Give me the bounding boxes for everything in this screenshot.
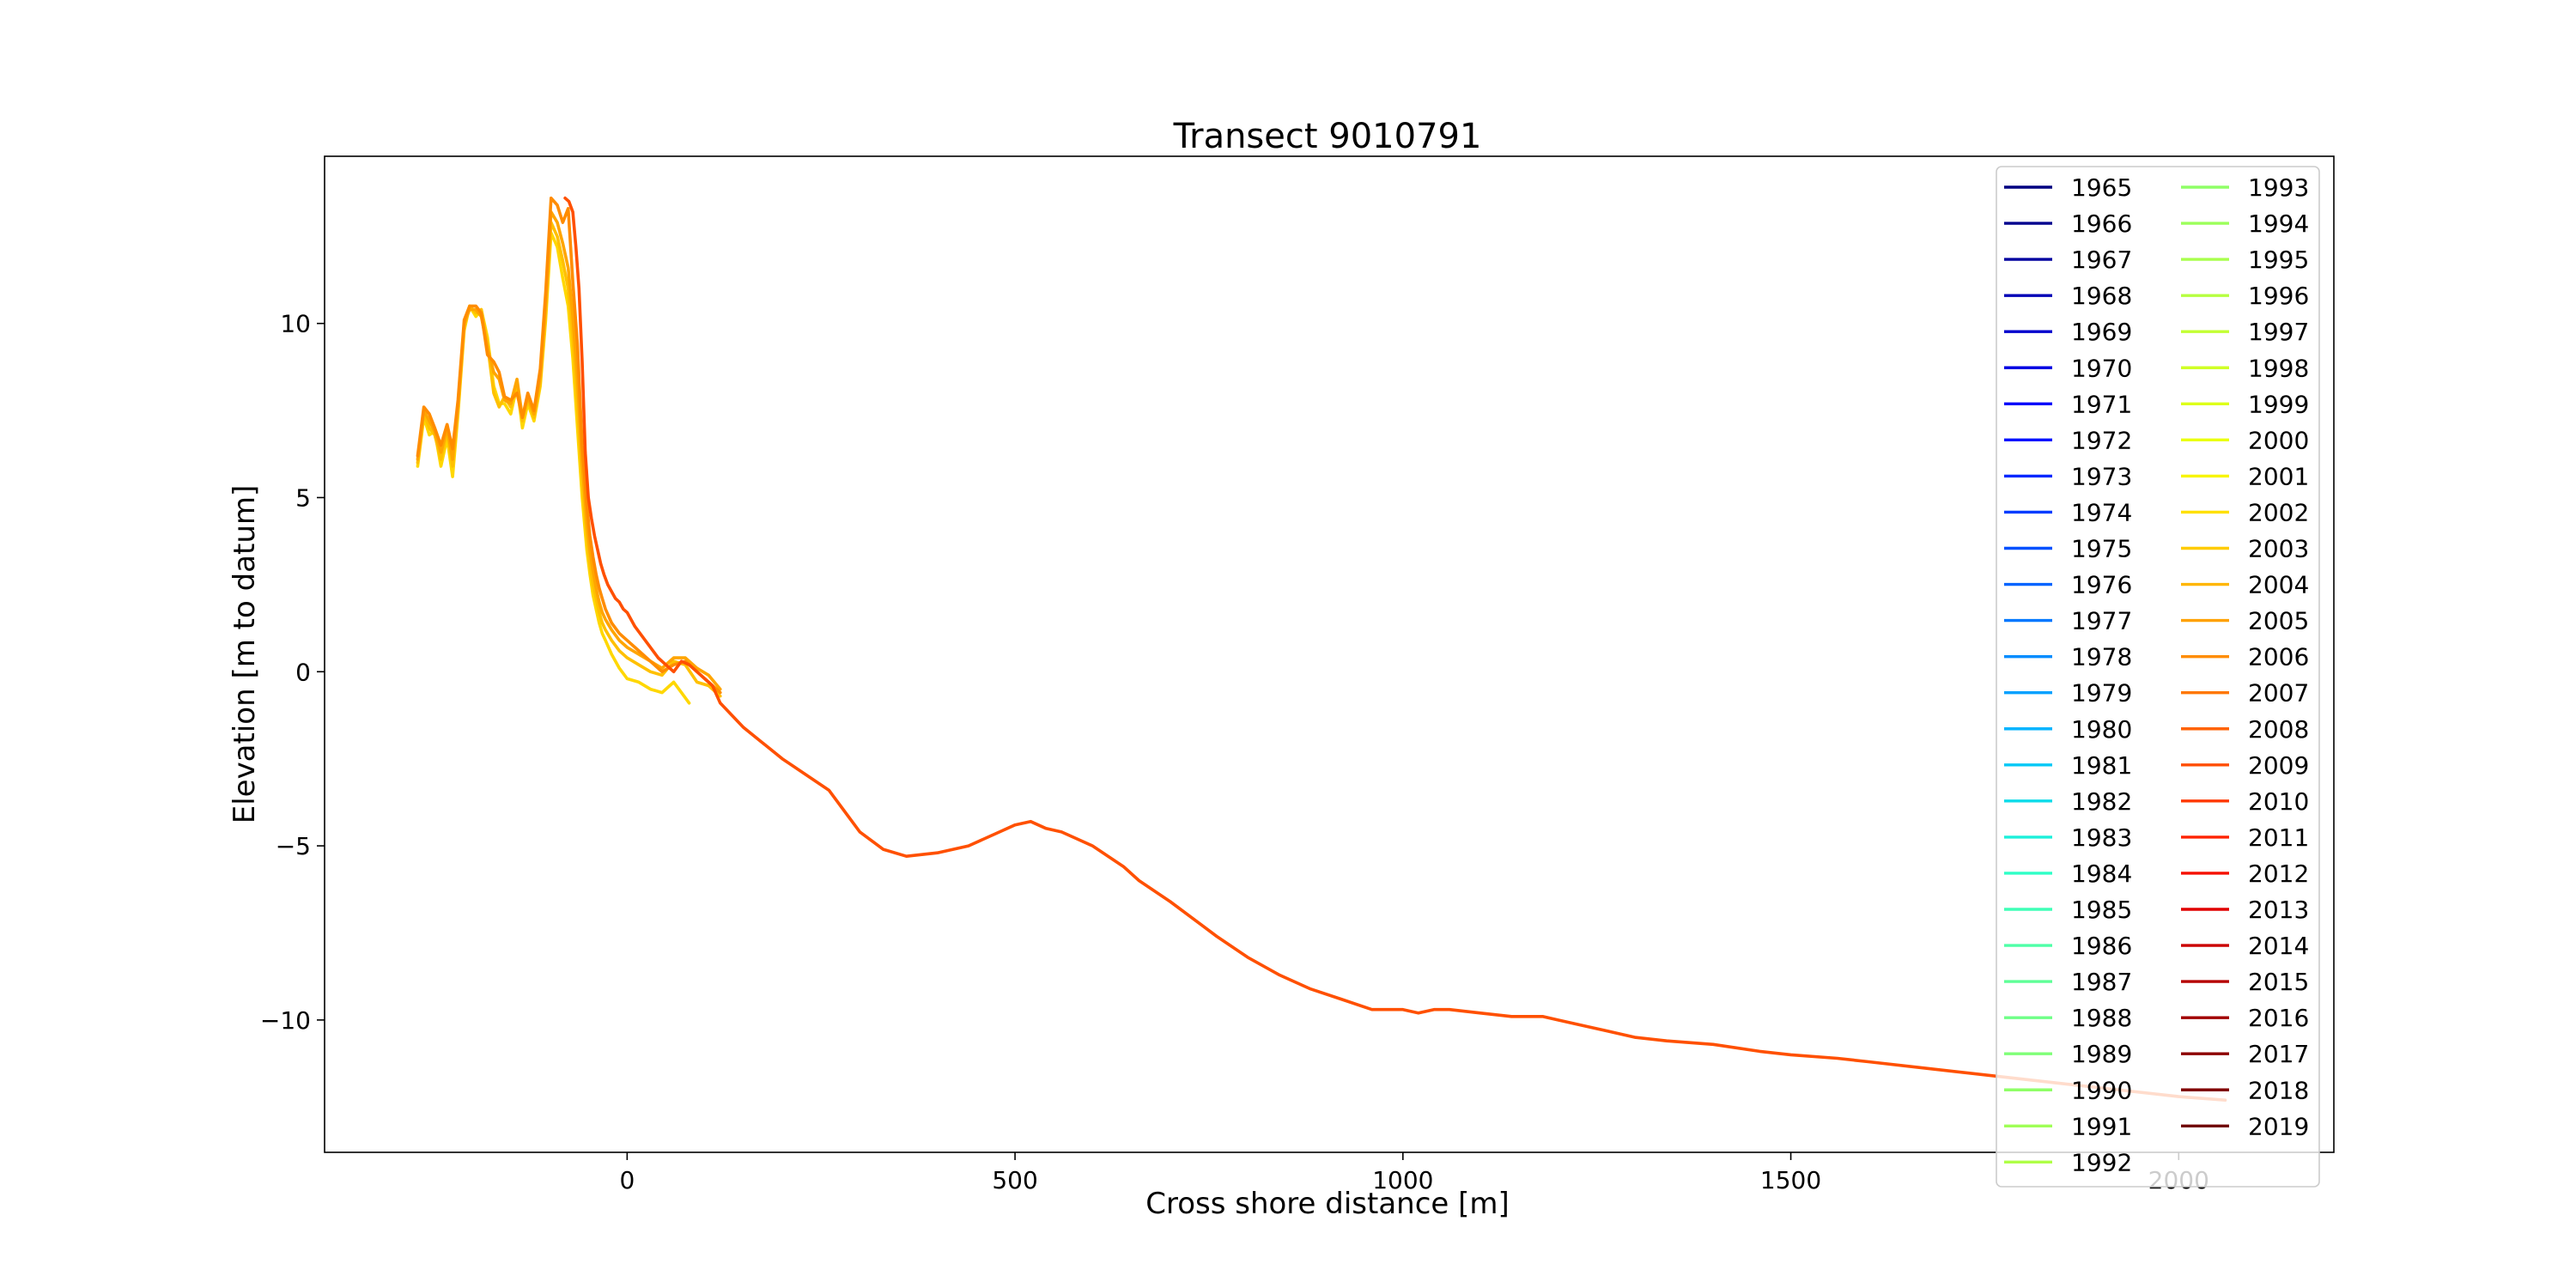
legend-label: 1970	[2071, 354, 2132, 382]
legend-label: 1969	[2071, 318, 2132, 346]
legend-label: 1968	[2071, 282, 2132, 310]
legend-label: 1984	[2071, 860, 2132, 888]
legend-label: 1985	[2071, 896, 2132, 924]
series-line-2	[416, 221, 722, 698]
legend-label: 1975	[2071, 535, 2132, 563]
legend-label: 1977	[2071, 607, 2132, 635]
legend-label: 2018	[2248, 1076, 2309, 1104]
legend-label: 1996	[2248, 282, 2309, 310]
plot-frame	[324, 155, 2335, 1153]
legend-label: 1972	[2071, 426, 2132, 454]
legend-label: 2004	[2248, 571, 2309, 599]
chart-title: Transect 9010791	[1173, 117, 1482, 156]
legend-label: 1993	[2248, 173, 2309, 202]
legend-label: 1976	[2071, 571, 2132, 599]
x-tick-label: 1000	[1372, 1166, 1433, 1194]
y-axis: −10 −5 0 5 10	[260, 310, 325, 1035]
legend-label: 1965	[2071, 173, 2132, 202]
series-line-5	[563, 196, 2227, 1102]
legend-label: 1994	[2248, 210, 2309, 238]
legend-label: 2019	[2248, 1112, 2309, 1140]
legend-label: 1988	[2071, 1004, 2132, 1032]
legend-label: 1998	[2248, 354, 2309, 382]
legend-label: 1973	[2071, 462, 2132, 490]
legend-label: 1997	[2248, 318, 2309, 346]
y-tick-label: −10	[260, 1006, 311, 1035]
legend-label: 1983	[2071, 823, 2132, 852]
legend-entries: 1965 1966 1967 1968 1969 1970 1971 1972 1973 1974…	[2004, 173, 2309, 1176]
legend-label: 2010	[2248, 787, 2309, 816]
x-axis-title: Cross shore distance [m]	[1145, 1187, 1510, 1221]
series-line-3	[416, 210, 722, 691]
legend-label: 2016	[2248, 1004, 2309, 1032]
legend-label: 2013	[2248, 896, 2309, 924]
legend-label: 1995	[2248, 246, 2309, 274]
legend-label: 1982	[2071, 787, 2132, 816]
legend-label: 2007	[2248, 679, 2309, 708]
legend-label: 1979	[2071, 679, 2132, 708]
y-tick-label: 10	[280, 310, 311, 338]
legend-label: 2017	[2248, 1040, 2309, 1068]
legend-label: 1991	[2071, 1112, 2132, 1140]
legend-label: 1974	[2071, 498, 2132, 526]
legend-label: 1990	[2071, 1076, 2132, 1104]
legend-box	[1996, 166, 2320, 1188]
x-tick-label: 500	[992, 1166, 1037, 1194]
series-line-4	[416, 196, 722, 695]
legend-label: 1987	[2071, 968, 2132, 996]
legend-label: 1980	[2071, 715, 2132, 744]
legend-label: 1981	[2071, 751, 2132, 780]
legend-label: 2003	[2248, 535, 2309, 563]
legend-label: 1966	[2071, 210, 2132, 238]
legend-label: 2014	[2248, 932, 2309, 960]
legend-label: 2015	[2248, 968, 2309, 996]
legend-label: 2002	[2248, 498, 2309, 526]
legend-label: 2000	[2248, 426, 2309, 454]
y-tick-label: −5	[276, 832, 311, 860]
legend-label: 1967	[2071, 246, 2132, 274]
legend-label: 2006	[2248, 643, 2309, 671]
plot-area	[324, 155, 2335, 1153]
legend-label: 1971	[2071, 390, 2132, 418]
legend-label: 1986	[2071, 932, 2132, 960]
y-tick-label: 0	[295, 658, 311, 686]
legend-label: 2008	[2248, 715, 2309, 744]
y-tick-label: 5	[295, 483, 311, 512]
legend-label: 2009	[2248, 751, 2309, 780]
legend: 1965 1966 1967 1968 1969 1970 1971 1972 1973 1974…	[1996, 166, 2320, 1188]
series-line-1	[416, 231, 691, 705]
series-layer	[416, 196, 2227, 1102]
legend-label: 2001	[2248, 462, 2309, 490]
legend-label: 1989	[2071, 1040, 2132, 1068]
legend-label: 1999	[2248, 390, 2309, 418]
legend-label: 1978	[2071, 643, 2132, 671]
x-tick-label: 1500	[1760, 1166, 1821, 1194]
legend-label: 2011	[2248, 823, 2309, 852]
legend-label: 2012	[2248, 860, 2309, 888]
legend-label: 1992	[2071, 1148, 2132, 1176]
legend-label: 2005	[2248, 607, 2309, 635]
x-tick-label: 0	[619, 1166, 635, 1194]
y-axis-title: Elevation [m to datum]	[228, 485, 262, 824]
